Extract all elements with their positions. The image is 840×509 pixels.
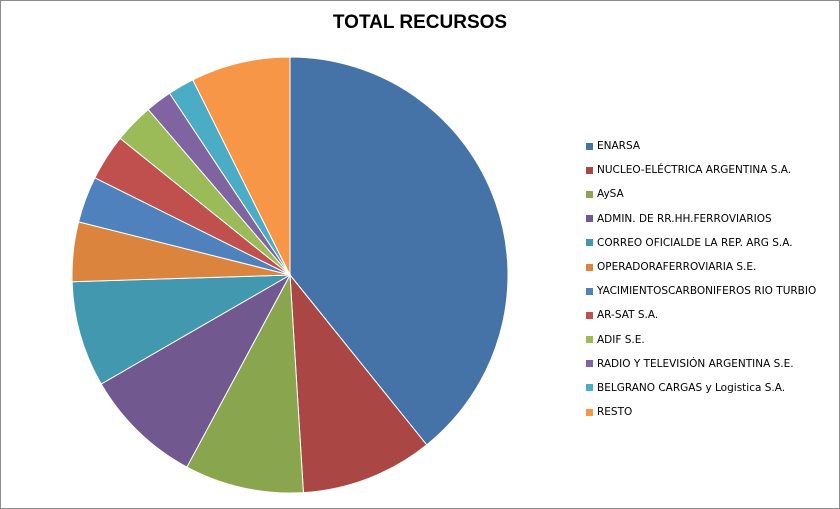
legend-item: CORREO OFICIALDE LA REP. ARG S.A. (586, 231, 836, 255)
legend-label: CORREO OFICIALDE LA REP. ARG S.A. (597, 236, 793, 249)
legend-label: ADMIN. DE RR.HH.FERROVIARIOS (597, 212, 772, 225)
legend-swatch (586, 287, 593, 295)
legend-swatch (586, 336, 593, 344)
legend-item: NUCLEO-ELÉCTRICA ARGENTINA S.A. (586, 158, 836, 182)
legend-item: RESTO (586, 400, 836, 424)
chart-title: TOTAL RECURSOS (332, 12, 508, 33)
legend-swatch (586, 360, 593, 368)
legend-label: AySA (597, 188, 624, 201)
legend-swatch (586, 263, 593, 271)
legend-swatch (586, 239, 593, 247)
pie-slice-2 (186, 273, 304, 494)
legend-item: YACIMIENTOSCARBONIFEROS RIO TURBIO (586, 279, 836, 303)
legend-swatch (586, 384, 593, 392)
pie-slice-4 (71, 274, 291, 385)
legend-swatch (586, 311, 593, 319)
legend-item: ADMIN. DE RR.HH.FERROVIARIOS (586, 207, 836, 231)
legend-swatch (586, 190, 593, 198)
pie-slice-3 (100, 273, 292, 468)
legend-item: RADIO Y TELEVISIÓN ARGENTINA S.E. (586, 352, 836, 376)
legend-swatch (586, 408, 593, 416)
legend-swatch (586, 166, 593, 174)
legend-label: RESTO (597, 406, 633, 419)
legend: ENARSA NUCLEO-ELÉCTRICA ARGENTINA S.A. AyS… (586, 134, 836, 424)
legend-item: AySA (586, 182, 836, 206)
legend-item: OPERADORAFERROVIARIA S.E. (586, 255, 836, 279)
pie-slice-0 (289, 56, 509, 446)
legend-label: NUCLEO-ELÉCTRICA ARGENTINA S.A. (597, 164, 792, 177)
legend-item: ENARSA (586, 134, 836, 158)
legend-label: AR-SAT S.A. (597, 309, 659, 322)
legend-item: AR-SAT S.A. (586, 303, 836, 327)
legend-swatch (586, 215, 593, 223)
legend-label: YACIMIENTOSCARBONIFEROS RIO TURBIO (597, 285, 817, 298)
pie-slice-11 (192, 56, 291, 276)
legend-label: BELGRANO CARGAS y Logistica S.A. (597, 381, 786, 394)
legend-label: RADIO Y TELEVISIÓN ARGENTINA S.E. (597, 357, 794, 370)
legend-label: ADIF S.E. (597, 333, 645, 346)
pie-slice-1 (289, 273, 428, 494)
legend-swatch (586, 142, 593, 150)
legend-item: BELGRANO CARGAS y Logistica S.A. (586, 376, 836, 400)
legend-label: OPERADORAFERROVIARIA S.E. (597, 261, 757, 274)
legend-label: ENARSA (597, 140, 641, 153)
legend-item: ADIF S.E. (586, 328, 836, 352)
